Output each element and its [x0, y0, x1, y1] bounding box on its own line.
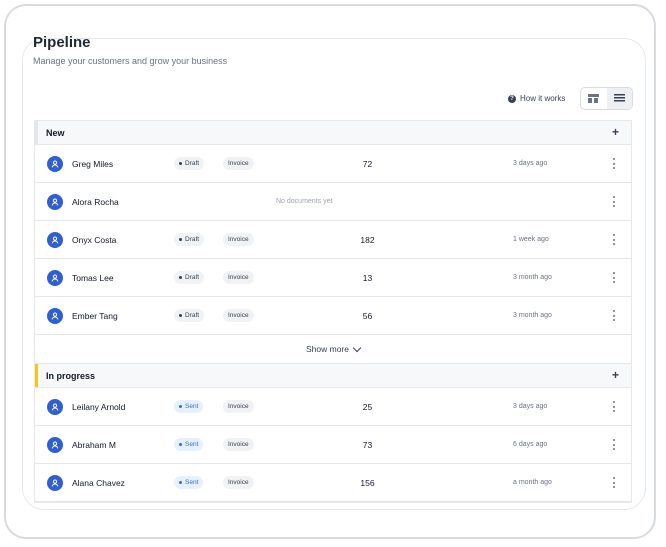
- customer-name: Leilany Arnold: [72, 402, 126, 412]
- table-row[interactable]: Alana Chavez Sent Invoice 156 a month ag…: [35, 464, 631, 502]
- table-row[interactable]: Greg Miles Draft Invoice 72 3 days ago: [35, 145, 631, 183]
- content-panel: [22, 38, 646, 510]
- status-badge: Draft: [174, 309, 205, 322]
- help-icon: ?: [508, 94, 516, 103]
- pipeline-table: New + Greg Miles Draft Invoice 72 3 days…: [34, 120, 632, 503]
- avatar: [47, 156, 63, 172]
- user-icon: [51, 160, 59, 168]
- updated-time: 6 days ago: [513, 441, 548, 448]
- status-badge: Draft: [174, 157, 205, 170]
- show-more-button[interactable]: Show more: [35, 335, 631, 364]
- document-badge: Invoice: [223, 157, 254, 170]
- user-icon: [51, 198, 59, 206]
- customer-name: Greg Miles: [72, 159, 114, 169]
- show-more-label: Show more: [306, 344, 349, 354]
- status-badge: Sent: [174, 476, 204, 489]
- document-badge: Invoice: [223, 400, 254, 413]
- updated-time: 3 month ago: [513, 274, 552, 281]
- document-badge: Invoice: [223, 438, 254, 451]
- avatar: [47, 232, 63, 248]
- group-header-new[interactable]: New +: [35, 121, 631, 145]
- list-view-button[interactable]: [606, 88, 632, 109]
- how-it-works-label: How it works: [520, 94, 566, 103]
- page-title: Pipeline: [33, 34, 91, 51]
- how-it-works-link[interactable]: ? How it works: [508, 94, 565, 103]
- empty-documents-text: No documents yet: [276, 198, 333, 205]
- view-toggle: [580, 87, 633, 110]
- customer-name: Onyx Costa: [72, 235, 117, 245]
- group-label: In progress: [46, 370, 96, 381]
- board-view-icon: [588, 94, 600, 103]
- count: 25: [362, 402, 373, 412]
- count: 72: [362, 159, 373, 169]
- status-badge: Draft: [174, 233, 205, 246]
- document-badge: Invoice: [223, 233, 254, 246]
- group-header-in-progress[interactable]: In progress +: [35, 364, 631, 388]
- user-icon: [51, 274, 59, 282]
- user-icon: [51, 236, 59, 244]
- list-view-icon: [613, 94, 625, 103]
- avatar: [47, 308, 63, 324]
- status-badge: Sent: [174, 438, 204, 451]
- count: 73: [362, 440, 373, 450]
- avatar: [47, 194, 63, 210]
- avatar: [47, 270, 63, 286]
- status-badge: Sent: [174, 400, 204, 413]
- avatar: [47, 437, 63, 453]
- table-row[interactable]: Onyx Costa Draft Invoice 182 1 week ago: [35, 221, 631, 259]
- user-icon: [51, 312, 59, 320]
- updated-time: 3 days ago: [513, 403, 548, 410]
- status-badge: Draft: [174, 271, 205, 284]
- customer-name: Tomas Lee: [72, 273, 114, 283]
- more-options-icon[interactable]: [612, 401, 615, 412]
- count: 182: [360, 235, 375, 245]
- window-frame: [4, 4, 656, 539]
- more-options-icon[interactable]: [612, 272, 615, 283]
- customer-name: Alora Rocha: [72, 197, 119, 207]
- user-icon: [51, 403, 59, 411]
- table-row[interactable]: Abraham M Sent Invoice 73 6 days ago: [35, 426, 631, 464]
- avatar: [47, 399, 63, 415]
- add-to-in-progress-button[interactable]: +: [611, 368, 619, 382]
- table-row[interactable]: Tomas Lee Draft Invoice 13 3 month ago: [35, 259, 631, 297]
- more-options-icon[interactable]: [612, 158, 615, 169]
- add-to-new-button[interactable]: +: [611, 125, 619, 139]
- updated-time: 1 week ago: [513, 236, 549, 243]
- customer-name: Alana Chavez: [72, 478, 125, 488]
- page-subtitle: Manage your customers and grow your busi…: [33, 56, 228, 66]
- table-row[interactable]: Leilany Arnold Sent Invoice 25 3 days ag…: [35, 388, 631, 426]
- more-options-icon[interactable]: [612, 477, 615, 488]
- document-badge: Invoice: [223, 476, 254, 489]
- updated-time: 3 days ago: [513, 160, 548, 167]
- board-view-button[interactable]: [581, 88, 607, 109]
- avatar: [47, 475, 63, 491]
- document-badge: Invoice: [223, 309, 254, 322]
- count: 56: [362, 311, 373, 321]
- group-color-bar: [35, 364, 38, 387]
- updated-time: a month ago: [513, 479, 552, 486]
- count: 13: [362, 273, 373, 283]
- customer-name: Abraham M: [72, 440, 116, 450]
- user-icon: [51, 479, 59, 487]
- document-badge: Invoice: [223, 271, 254, 284]
- group-label: New: [46, 127, 65, 138]
- more-options-icon[interactable]: [612, 196, 615, 207]
- updated-time: 3 month ago: [513, 312, 552, 319]
- user-icon: [51, 441, 59, 449]
- group-color-bar: [35, 121, 38, 144]
- more-options-icon[interactable]: [612, 439, 615, 450]
- table-row[interactable]: Alora Rocha No documents yet: [35, 183, 631, 221]
- table-row[interactable]: Ember Tang Draft Invoice 56 3 month ago: [35, 297, 631, 335]
- more-options-icon[interactable]: [612, 234, 615, 245]
- customer-name: Ember Tang: [72, 311, 118, 321]
- chevron-down-icon: [352, 343, 362, 352]
- count: 156: [360, 478, 375, 488]
- more-options-icon[interactable]: [612, 310, 615, 321]
